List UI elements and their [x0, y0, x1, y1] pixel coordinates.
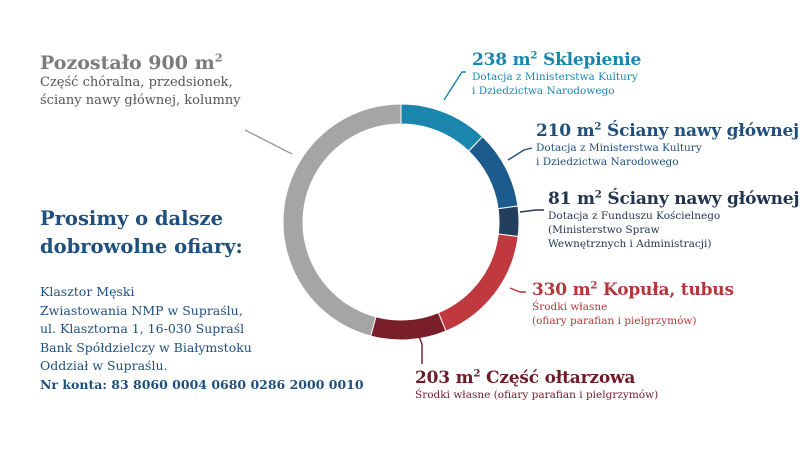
- donut-slice-dome: [437, 233, 519, 332]
- slice-label-altar: 203 m2 Część ołtarzowa Środki własne (of…: [415, 368, 658, 402]
- donut-slices: [282, 103, 520, 341]
- slice-label-nave-walls-ministry-funding-1: Dotacja z Ministerstwa Kultury: [536, 142, 702, 154]
- slice-label-nave-walls-ministry-funding-2: i Dziedzictwa Narodowego: [536, 156, 679, 168]
- leader-lines: [244, 71, 544, 364]
- leader-line-nave-walls-ministry: [507, 147, 533, 161]
- remaining-title: Pozostało 900 m2: [40, 50, 223, 74]
- donut-slice-altar: [370, 311, 447, 341]
- slice-label-nave-walls-fund-funding-2: (Ministerstwo Spraw: [548, 224, 660, 236]
- address-line-2: Zwiastowania NMP w Supraślu,: [40, 302, 243, 318]
- leader-line-remaining: [244, 129, 293, 155]
- appeal-line-1: Prosimy o dalsze: [40, 207, 224, 230]
- slice-label-nave-walls-fund-funding-1: Dotacja z Funduszu Kościelnego: [548, 210, 721, 222]
- slice-label-altar-funding-1: Środki własne (ofiary parafian i pielgrz…: [415, 389, 659, 401]
- appeal-line-2: dobrowolne ofiary:: [40, 235, 243, 258]
- leader-line-vault: [443, 71, 466, 101]
- donut-slice-nave-walls-ministry: [467, 135, 519, 210]
- slice-label-vault-funding-1: Dotacja z Ministerstwa Kultury: [472, 71, 638, 83]
- slice-label-nave-walls-ministry-title: 210 m2 Ściany nawy głównej: [536, 120, 800, 141]
- slice-label-nave-walls-fund-title: 81 m2 Ściany nawy głównej: [548, 188, 800, 209]
- slice-label-nave-walls-fund-funding-3: Wewnętrznych i Administracji): [548, 238, 712, 250]
- remaining-desc-1: Część chóralna, przedsionek,: [40, 75, 233, 90]
- slice-label-vault: 238 m2 Sklepienie Dotacja z Ministerstwa…: [472, 50, 641, 98]
- donut-slice-nave-walls-fund: [497, 205, 520, 238]
- leader-line-nave-walls-fund: [519, 209, 544, 213]
- slice-label-nave-walls-fund: 81 m2 Ściany nawy głównej Dotacja z Fund…: [548, 188, 800, 251]
- slice-label-vault-funding-2: i Dziedzictwa Narodowego: [472, 85, 615, 97]
- address-line-4: Bank Spółdzielczy w Białymstoku: [40, 339, 252, 355]
- remaining-desc-2: ściany nawy głównej, kolumny: [40, 93, 241, 108]
- address-line-5: Oddział w Supraślu.: [40, 358, 168, 373]
- appeal-heading: Prosimy o dalsze dobrowolne ofiary:: [40, 205, 243, 261]
- slice-label-vault-title: 238 m2 Sklepienie: [472, 49, 642, 70]
- leader-line-dome: [509, 287, 526, 293]
- slice-label-nave-walls-ministry: 210 m2 Ściany nawy głównej Dotacja z Min…: [536, 121, 799, 169]
- slice-label-dome-title: 330 m2 Kopuła, tubus: [532, 279, 734, 300]
- address-line-3: ul. Klasztorna 1, 16-030 Supraśl: [40, 321, 245, 336]
- slice-label-altar-title: 203 m2 Część ołtarzowa: [415, 367, 636, 388]
- slice-label-dome: 330 m2 Kopuła, tubus Środki własne (ofia…: [532, 280, 734, 328]
- donut-slice-remaining: [282, 103, 402, 337]
- address-block: Klasztor Męski Zwiastowania NMP w Supraś…: [40, 283, 364, 394]
- remaining-label: Pozostało 900 m2 Część chóralna, przedsi…: [40, 52, 241, 110]
- slice-label-dome-funding-2: (ofiary parafian i pielgrzymów): [532, 315, 697, 327]
- slice-label-dome-funding-1: Środki własne: [532, 301, 608, 313]
- bank-account-number: Nr konta: 83 8060 0004 0680 0286 2000 00…: [40, 376, 364, 392]
- address-line-1: Klasztor Męski: [40, 284, 135, 299]
- donut-slice-vault: [400, 103, 484, 152]
- leader-line-altar: [417, 333, 423, 364]
